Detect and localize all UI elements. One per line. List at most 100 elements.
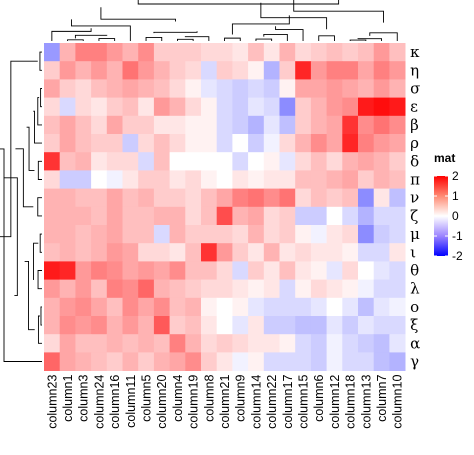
heatmap-cell (263, 316, 280, 335)
dendrogram-branch (177, 38, 194, 41)
heatmap-cell (326, 188, 343, 208)
dendrogram-branch (74, 34, 108, 39)
heatmap-cell (59, 97, 76, 117)
row-label: ο (410, 298, 419, 316)
row-label: ρ (410, 134, 419, 152)
column-label: column18 (344, 375, 358, 429)
heatmap-cell (44, 170, 61, 189)
heatmap-cell (169, 79, 186, 98)
heatmap-cell (232, 152, 249, 171)
heatmap-cell (106, 316, 123, 335)
heatmap-cell (326, 243, 343, 262)
heatmap-cell (75, 115, 92, 135)
heatmap-cell (153, 279, 170, 299)
heatmap-cell (342, 43, 359, 62)
heatmap-cell (232, 97, 249, 117)
heatmap-cell (138, 170, 155, 189)
heatmap-cell (232, 170, 249, 189)
heatmap-cell (138, 97, 155, 117)
legend-tick-label: 0 (452, 209, 459, 223)
dendrogram-branch (37, 315, 42, 344)
heatmap-cell (216, 188, 233, 208)
heatmap-cell (295, 61, 312, 80)
heatmap-cell (91, 261, 108, 280)
heatmap-cell (342, 170, 359, 189)
heatmap-cell (263, 225, 280, 244)
heatmap-cell (59, 225, 76, 244)
heatmap-cell (185, 134, 202, 153)
heatmap-cell (201, 297, 218, 317)
dendrogram-branch (263, 34, 288, 41)
heatmap-cell (358, 261, 375, 280)
heatmap-cell (342, 97, 359, 117)
heatmap-cell (373, 134, 390, 153)
dendrogram-branch (37, 97, 42, 126)
heatmap-cell (326, 316, 343, 335)
heatmap-cell (232, 334, 249, 353)
heatmap-cell (169, 206, 186, 226)
heatmap-cell (263, 243, 280, 262)
heatmap-cell (279, 79, 296, 98)
heatmap-cell (310, 170, 327, 189)
heatmap-cell (169, 279, 186, 299)
heatmap-cell (279, 134, 296, 153)
heatmap-cell (106, 97, 123, 117)
heatmap-cell (342, 79, 359, 98)
heatmap-cell (358, 152, 375, 171)
heatmap-cell (279, 170, 296, 189)
heatmap-cell (389, 79, 406, 98)
heatmap-cell (138, 261, 155, 280)
dendrogram-branch (40, 306, 42, 326)
heatmap-cell (44, 261, 61, 280)
heatmap-cell (106, 206, 123, 226)
heatmap-cell (389, 316, 406, 335)
heatmap-cell (216, 243, 233, 262)
heatmap-cell (59, 297, 76, 317)
heatmap-cell (59, 79, 76, 98)
heatmap-cell (122, 79, 139, 98)
heatmap-cell (185, 115, 202, 135)
column-label: column5 (140, 375, 154, 422)
column-label: column6 (312, 375, 326, 422)
heatmap-cell (201, 206, 218, 226)
heatmap-cell (279, 297, 296, 317)
heatmap-cell (91, 206, 108, 226)
heatmap-cell (216, 261, 233, 280)
heatmap-cell (342, 316, 359, 335)
heatmap-cell (201, 134, 218, 153)
heatmap-cell (201, 279, 218, 299)
heatmap-cell (248, 79, 265, 98)
heatmap-cell (122, 316, 139, 335)
heatmap-cell (138, 243, 155, 262)
dendrogram-branch (37, 270, 42, 290)
legend-tick-label: 2 (452, 169, 459, 183)
heatmap-cell (138, 61, 155, 80)
heatmap-cell (44, 297, 61, 317)
heatmap-cell (185, 279, 202, 299)
heatmap-cell (232, 206, 249, 226)
heatmap-cell (389, 279, 406, 299)
heatmap-cell (138, 43, 155, 62)
heatmap-cell (232, 316, 249, 335)
dendrogram-branch (224, 37, 241, 41)
heatmap-cell (153, 225, 170, 244)
heatmap-cell (232, 261, 249, 280)
heatmap-cell (248, 334, 265, 353)
heatmap-cell (342, 297, 359, 317)
heatmap-cell (122, 225, 139, 244)
heatmap-cell (326, 79, 343, 98)
heatmap-cell (169, 97, 186, 117)
heatmap-cell (232, 188, 249, 208)
heatmap-cell (59, 206, 76, 226)
heatmap-cell (279, 43, 296, 62)
heatmap-cell (44, 152, 61, 171)
heatmap-cell (326, 152, 343, 171)
heatmap-cell (122, 352, 139, 371)
heatmap-cell (138, 152, 155, 171)
heatmap-cell (342, 225, 359, 244)
heatmap-cell (106, 79, 123, 98)
heatmap-cell (153, 316, 170, 335)
heatmap-cell (169, 170, 186, 189)
heatmap-cell (263, 134, 280, 153)
heatmap-cell (216, 43, 233, 62)
